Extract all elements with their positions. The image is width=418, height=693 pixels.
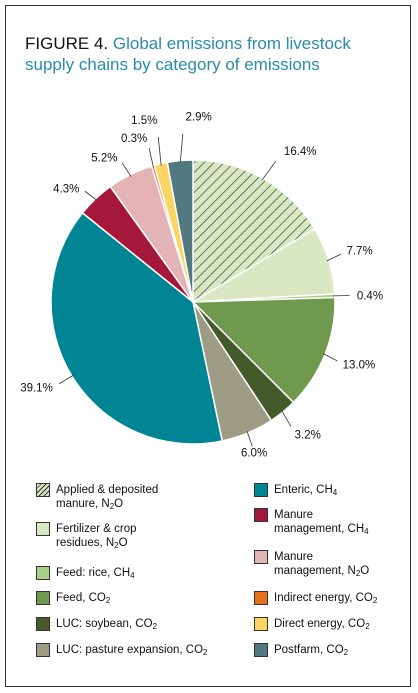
legend-label: LUC: soybean, CO2 (56, 618, 157, 631)
legend-swatch (36, 617, 50, 631)
legend-item: Indirect energy, CO2 (254, 591, 377, 605)
pie-leader-line (179, 133, 184, 163)
legend-item: Enteric, CH4 (254, 483, 337, 497)
legend-label: LUC: pasture expansion, CO2 (56, 644, 208, 657)
legend-label: Feed, CO2 (56, 592, 111, 605)
legend-label: Manure management, N2O (274, 551, 370, 578)
legend-swatch (254, 643, 268, 657)
pie-data-label: 6.0% (241, 448, 267, 460)
legend-item: Manure management, N2O (254, 550, 369, 578)
pie-data-label: 5.2% (91, 152, 117, 164)
pie-leader-line (121, 162, 132, 177)
legend-item: Direct energy, CO2 (254, 617, 370, 631)
legend-item: Fertilizer & crop residues, N2O (36, 522, 137, 550)
pie-leader-line (58, 374, 74, 385)
figure-title-line2: supply chains by category of emissions (25, 55, 320, 74)
legend-swatch (36, 483, 50, 497)
pie-leader-line (84, 190, 98, 201)
pie-data-label: 39.1% (20, 382, 53, 394)
legend-label: Enteric, CH4 (274, 484, 338, 497)
pie-data-label: 0.3% (121, 133, 147, 145)
legend-swatch (36, 643, 50, 657)
pie-leader-line (322, 353, 338, 362)
legend-item: Feed, CO2 (36, 591, 110, 605)
legend-item: Feed: rice, CH4 (36, 566, 135, 580)
legend-swatch (254, 508, 268, 522)
pie-data-label: 4.3% (53, 183, 79, 195)
pie-data-label: 13.0% (343, 359, 376, 371)
legend-item: LUC: pasture expansion, CO2 (36, 643, 207, 657)
legend-swatch (254, 617, 268, 631)
legend-swatch (36, 522, 50, 536)
pie-data-label: 2.9% (186, 112, 212, 124)
figure-label: FIGURE 4. (25, 34, 109, 53)
pie-leader-line (326, 253, 342, 262)
pie-leader-line (157, 136, 162, 166)
pie-data-label: 7.7% (346, 245, 372, 257)
legend-label: Applied & deposited manure, N2O (56, 484, 159, 511)
figure-title-line1: Global emissions from livestock (112, 34, 351, 53)
legend-label: Feed: rice, CH4 (56, 567, 135, 580)
pie-data-label: 3.2% (295, 430, 321, 442)
legend-swatch (36, 591, 50, 605)
legend-swatch (254, 591, 268, 605)
legend-item: LUC: soybean, CO2 (36, 617, 157, 631)
legend-label: Postfarm, CO2 (274, 644, 349, 657)
pie-leader-line (281, 410, 292, 427)
pie-data-label: 1.5% (131, 115, 157, 127)
legend-item: Postfarm, CO2 (254, 643, 348, 657)
legend-swatch (254, 483, 268, 497)
legend-item: Manure management, CH4 (254, 508, 369, 536)
legend-swatch (254, 550, 268, 564)
legend-label: Indirect energy, CO2 (274, 592, 378, 605)
legend-item: Applied & deposited manure, N2O (36, 483, 158, 511)
legend-swatch (36, 566, 50, 580)
legend-label: Direct energy, CO2 (274, 618, 370, 631)
pie-leader-line (246, 431, 253, 447)
pie-data-label: 16.4% (284, 146, 317, 158)
legend-label: Fertilizer & crop residues, N2O (56, 523, 137, 550)
pie-leader-line (261, 160, 277, 181)
legend-label: Manure management, CH4 (274, 509, 369, 536)
pie-leader-line (148, 147, 154, 168)
pie-data-label: 0.4% (357, 290, 383, 302)
figure-title: FIGURE 4. Global emissions from livestoc… (25, 33, 395, 75)
